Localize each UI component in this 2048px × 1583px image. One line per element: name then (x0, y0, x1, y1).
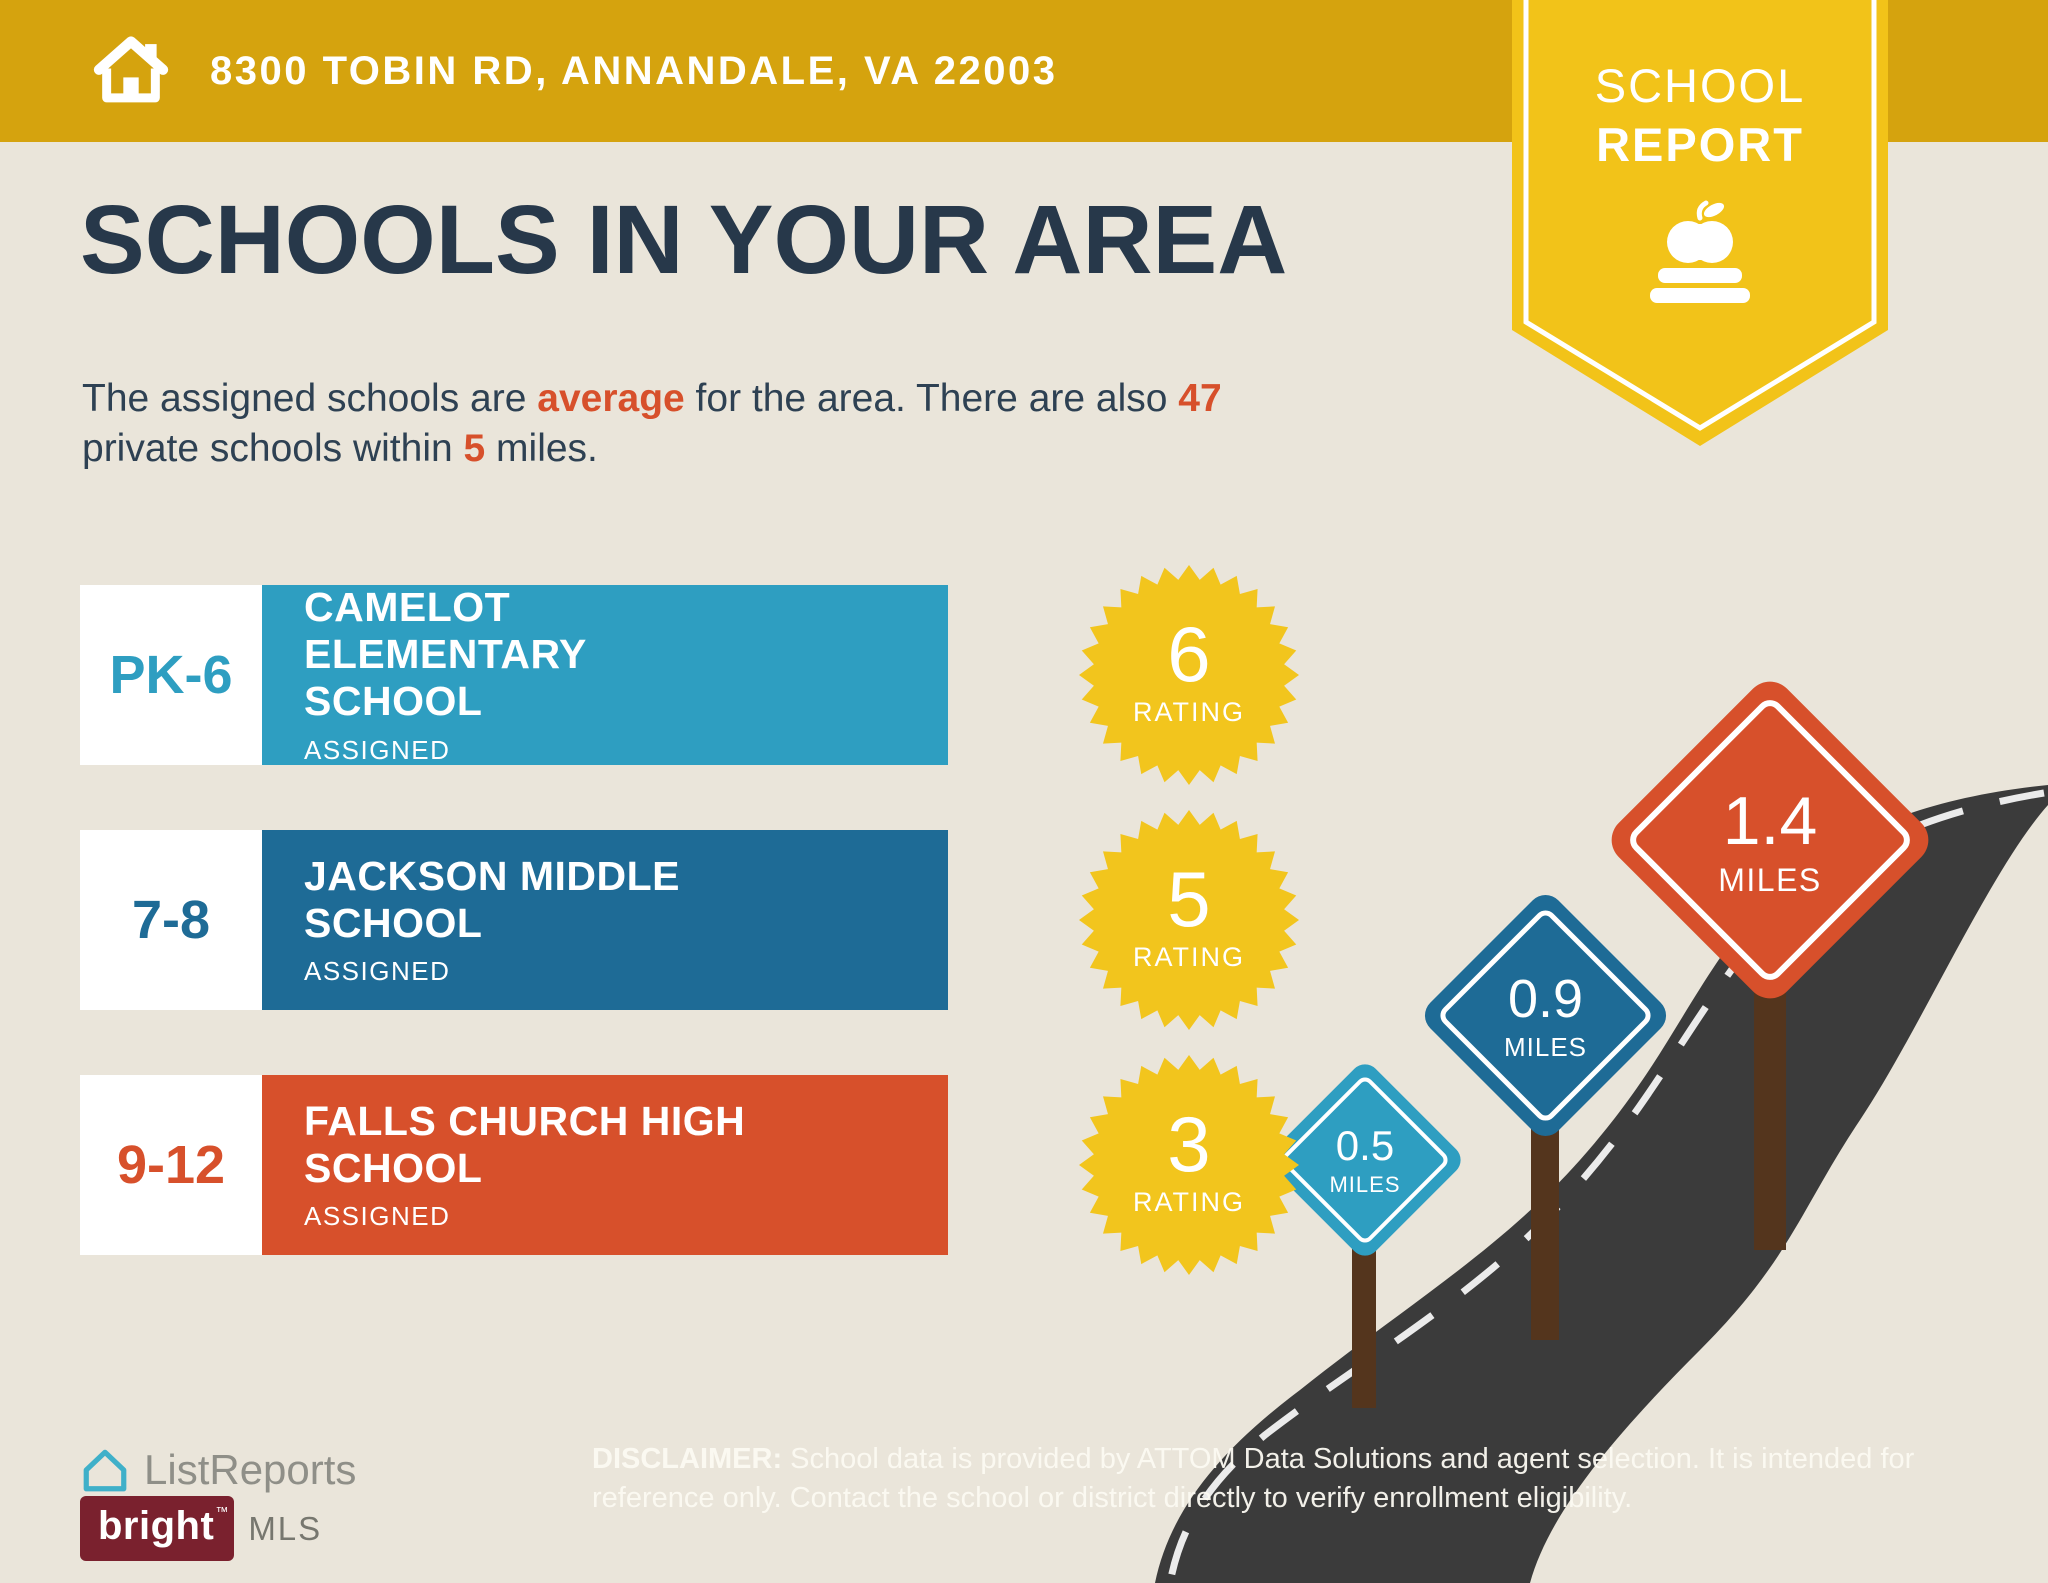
grade-range: 9-12 (80, 1075, 262, 1255)
distance-sign-label: 0.9 MILES (1455, 925, 1636, 1106)
home-icon (93, 36, 169, 103)
rating-label: RATING (1133, 696, 1245, 727)
distance-sign-1-4-miles: 1.4 MILES (1601, 671, 1939, 1009)
grade-range: 7-8 (80, 830, 262, 1010)
school-row-high: 9-12 FALLS CHURCH HIGH SCHOOL ASSIGNED 3… (80, 1055, 1299, 1275)
subtitle-text: private schools within (82, 426, 464, 470)
bright-mls-logo: bright ™ MLS (80, 1496, 322, 1561)
school-row-elementary: PK-6 CAMELOT ELEMENTARY SCHOOL ASSIGNED … (80, 565, 1299, 785)
subtitle-text: for the area. There are also (684, 377, 1179, 420)
school-name: FALLS CHURCH HIGH SCHOOL (304, 1097, 746, 1191)
rating-label: RATING (1133, 1186, 1245, 1217)
grade-range: PK-6 (80, 585, 262, 765)
disclaimer-body: School data is provided by ATTOM Data So… (592, 1443, 1915, 1515)
subtitle-text: miles. (485, 426, 598, 470)
starburst-icon (1079, 1055, 1299, 1275)
bright-logo-box: bright ™ (80, 1496, 235, 1561)
page-subtitle: The assigned schools are average for the… (82, 374, 1502, 474)
distance-sign-label: 1.4 MILES (1651, 721, 1889, 959)
subtitle-text: The assigned schools are (82, 377, 538, 420)
assigned-label: ASSIGNED (304, 1201, 451, 1232)
rating-value: 6 (1167, 609, 1211, 698)
road-surface (1155, 785, 2048, 1583)
road-illustration (1155, 785, 2048, 1583)
ribbon-title-line1: SCHOOL (1594, 59, 1806, 112)
school-row-middle: 7-8 JACKSON MIDDLE SCHOOL ASSIGNED 5 RAT… (80, 810, 1299, 1030)
subtitle-highlight-average: average (537, 377, 685, 420)
distance-value: 1.4 (1722, 782, 1818, 859)
starburst-icon (1079, 810, 1299, 1030)
ribbon-title-line2: REPORT (1596, 118, 1804, 171)
apple-books-icon (1650, 200, 1750, 303)
distance-unit: MILES (1329, 1172, 1401, 1197)
disclaimer-text: DISCLAIMER: School data is provided by A… (592, 1440, 1932, 1518)
rating-badge: 3 RATING (1079, 1055, 1299, 1275)
rating-badge-text: 5 RATING (1079, 806, 1299, 1026)
school-bar: CAMELOT ELEMENTARY SCHOOL ASSIGNED 6 RAT… (262, 565, 1299, 785)
distance-unit: MILES (1718, 861, 1822, 898)
rating-badge-text: 6 RATING (1079, 561, 1299, 781)
distance-unit: MILES (1503, 1032, 1588, 1062)
rating-badge: 6 RATING (1079, 565, 1299, 785)
ribbon-shape (1512, 0, 1888, 446)
bright-wordmark: bright (98, 1504, 215, 1548)
starburst-icon (1079, 565, 1299, 785)
distance-value: 0.5 (1335, 1122, 1395, 1169)
school-bar: JACKSON MIDDLE SCHOOL ASSIGNED 5 RATING (262, 810, 1299, 1030)
distance-value: 0.9 (1507, 969, 1584, 1029)
assigned-label: ASSIGNED (304, 956, 451, 987)
rating-label: RATING (1133, 941, 1245, 972)
school-bar: FALLS CHURCH HIGH SCHOOL ASSIGNED 3 RATI… (262, 1055, 1299, 1275)
school-name: CAMELOT ELEMENTARY SCHOOL (304, 584, 587, 724)
assigned-label: ASSIGNED (304, 734, 451, 765)
ribbon-content: SCHOOL REPORT (1512, 0, 1888, 446)
property-address: 8300 TOBIN RD, ANNANDALE, VA 22003 (210, 48, 1058, 93)
rating-value: 5 (1167, 854, 1211, 943)
page-title: SCHOOLS IN YOUR AREA (80, 185, 1288, 294)
disclaimer-label: DISCLAIMER: (592, 1443, 783, 1475)
rating-badge: 5 RATING (1079, 810, 1299, 1030)
rating-value: 3 (1167, 1099, 1211, 1188)
rating-badge-text: 3 RATING (1079, 1051, 1299, 1271)
trademark-symbol: ™ (215, 1504, 229, 1519)
school-name: JACKSON MIDDLE SCHOOL (304, 852, 681, 946)
listreports-house-icon (83, 1449, 127, 1492)
distance-sign-0-5-miles: 0.5 MILES (1263, 1058, 1467, 1262)
distance-sign-label: 0.5 MILES (1293, 1088, 1437, 1232)
mls-wordmark: MLS (248, 1509, 323, 1547)
subtitle-highlight-miles: 5 (463, 426, 486, 470)
listreports-wordmark: ListReports (144, 1446, 357, 1493)
subtitle-highlight-count: 47 (1178, 377, 1222, 420)
listreports-logo: ListReports (80, 1445, 356, 1495)
school-report-ribbon: SCHOOL REPORT (1512, 0, 1888, 446)
distance-sign-0-9-miles: 0.9 MILES (1417, 887, 1674, 1144)
